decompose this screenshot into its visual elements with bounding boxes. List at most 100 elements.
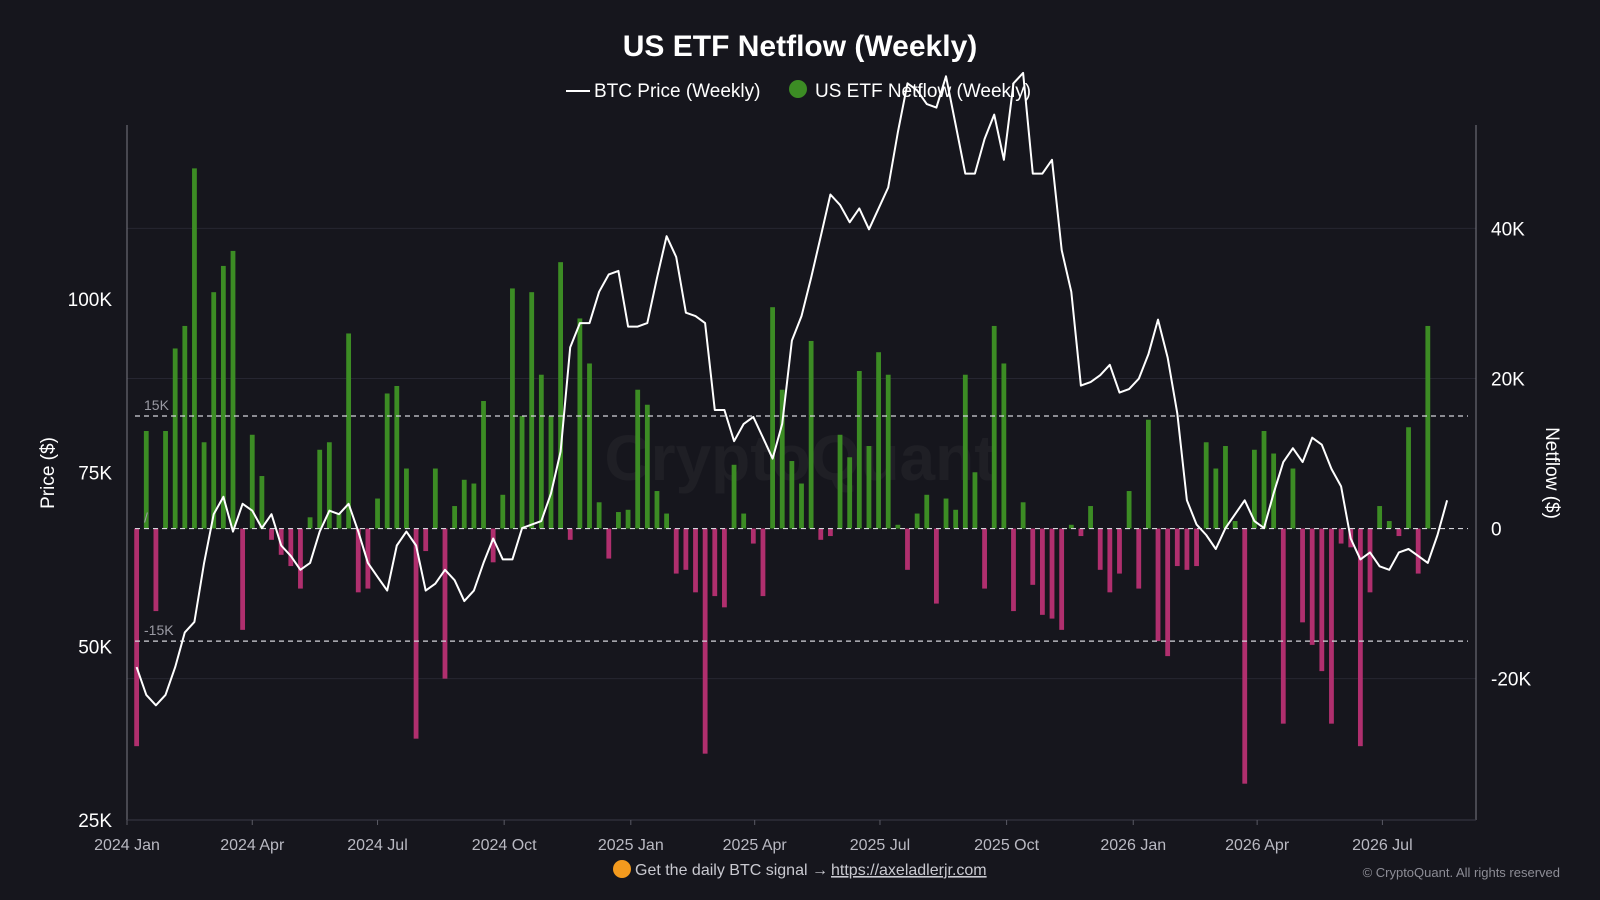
netflow-bar-positive (943, 498, 949, 529)
netflow-bar-negative (1242, 528, 1248, 784)
netflow-bar-negative (1184, 528, 1190, 570)
netflow-bar-negative (288, 528, 294, 567)
netflow-bar-negative (750, 528, 756, 544)
netflow-bar-negative (606, 528, 612, 559)
netflow-bar-negative (712, 528, 718, 597)
netflow-bar-positive (1386, 521, 1392, 529)
netflow-bar-positive (548, 415, 554, 529)
footer-text: Get the daily BTC signal → (635, 862, 828, 879)
netflow-bar-positive (519, 415, 525, 529)
btc-price-line (135, 71, 1449, 707)
netflow-bar-positive (143, 431, 149, 529)
netflow-bar-positive (461, 479, 467, 529)
legend-dot-icon (789, 80, 807, 98)
netflow-bar-positive (731, 464, 737, 529)
watermark: CryptoQuant (604, 422, 995, 494)
netflow-bar-negative (365, 528, 371, 589)
y-right-tick-label: -20K (1491, 670, 1531, 691)
netflow-bar-positive (596, 502, 602, 529)
netflow-bar-negative (1136, 528, 1142, 589)
x-tick-label: 2025 Jul (850, 837, 911, 854)
netflow-bar-negative (1039, 528, 1045, 615)
netflow-bar-positive (471, 483, 477, 529)
netflow-bar-negative (1030, 528, 1036, 585)
netflow-bar-positive (1406, 427, 1411, 529)
netflow-bar-positive (1068, 524, 1074, 529)
netflow-bar-positive (799, 483, 804, 529)
netflow-bar-negative (722, 528, 727, 608)
netflow-bar-positive (885, 374, 891, 529)
netflow-bar-positive (644, 404, 650, 529)
netflow-bar-positive (770, 307, 775, 529)
netflow-bar-positive (847, 457, 853, 529)
netflow-bar-positive (384, 393, 390, 529)
netflow-bar-positive (587, 363, 592, 529)
netflow-bar-positive (538, 374, 544, 529)
netflow-bar-negative (1338, 528, 1344, 544)
netflow-bar-negative (1194, 528, 1199, 567)
netflow-bar-positive (182, 325, 188, 529)
y-left-tick-label: 25K (78, 811, 112, 832)
price-line (135, 71, 1449, 707)
y-right-tick-label: 0 (1491, 520, 1502, 541)
netflow-bar-positive (1425, 325, 1431, 529)
y-left-tick-label: 100K (68, 290, 113, 311)
reference-lines: 15K -15K / (135, 397, 1468, 642)
netflow-bar-positive (259, 476, 265, 529)
footer-link[interactable]: https://axeladlerjr.com (831, 862, 987, 879)
netflow-bar-positive (201, 442, 207, 529)
netflow-bar-negative (1309, 528, 1315, 645)
footer: Get the daily BTC signal → https://axela… (613, 860, 1560, 880)
y-right-tick-label: 20K (1491, 369, 1525, 390)
netflow-bar-negative (134, 528, 140, 747)
netflow-bar-negative (1117, 528, 1122, 574)
netflow-bar-negative (818, 528, 824, 540)
netflow-bar-negative (1300, 528, 1305, 623)
y-axis-left-title: Price ($) (38, 437, 59, 509)
netflow-bar-positive (866, 446, 872, 529)
netflow-bar-negative (1329, 528, 1334, 724)
netflow-bar-positive (307, 517, 313, 529)
axes: 25K 50K 75K 100K -20K 0 20K 40K 2024 Jan 2024 Apr… (68, 125, 1531, 854)
legend-label-price: BTC Price (Weekly) (594, 81, 760, 102)
netflow-bar-negative (490, 528, 496, 563)
netflow-bar-positive (452, 506, 458, 529)
x-tick-label: 2024 Apr (220, 837, 285, 854)
netflow-bar-negative (1396, 528, 1402, 537)
netflow-bar-negative (423, 528, 429, 552)
netflow-bar-positive (808, 340, 814, 529)
netflow-bar-positive (1251, 449, 1257, 529)
netflow-bar-positive (1126, 491, 1132, 529)
netflow-bar-positive (962, 374, 968, 529)
netflow-bar-positive (577, 318, 583, 529)
netflow-bar-positive (394, 385, 400, 529)
netflow-bar-positive (972, 472, 978, 529)
netflow-bar-negative (1097, 528, 1103, 570)
netflow-bar-positive (856, 370, 862, 529)
netflow-bar-positive (914, 513, 920, 529)
netflow-bar-negative (1357, 528, 1363, 747)
netflow-bar-negative (1011, 528, 1016, 612)
netflow-bar-negative (905, 528, 910, 570)
netflow-bar-negative (413, 528, 419, 739)
y-left-tick-label: 50K (78, 637, 112, 658)
netflow-bar-positive (664, 513, 669, 529)
netflow-bar-positive (558, 262, 564, 529)
netflow-bar-positive (1088, 506, 1093, 529)
netflow-bar-negative (1319, 528, 1325, 672)
x-tick-label: 2025 Jan (598, 837, 664, 854)
netflow-bar-positive (1145, 419, 1151, 529)
netflow-bar-positive (625, 509, 631, 529)
orange-dot-icon (613, 860, 631, 878)
netflow-bar-positive (346, 333, 352, 529)
netflow-bar-positive (895, 524, 901, 529)
x-tick-label: 2024 Jan (94, 837, 160, 854)
netflow-bar-negative (1078, 528, 1084, 537)
netflow-bar-negative (1174, 528, 1180, 567)
netflow-bar-negative (693, 528, 698, 593)
netflow-bar-positive (220, 265, 226, 529)
netflow-bar-positive (249, 434, 255, 529)
netflow-bar-negative (1107, 528, 1113, 593)
x-tick-label: 2025 Oct (974, 837, 1039, 854)
netflow-bar-negative (760, 528, 766, 597)
